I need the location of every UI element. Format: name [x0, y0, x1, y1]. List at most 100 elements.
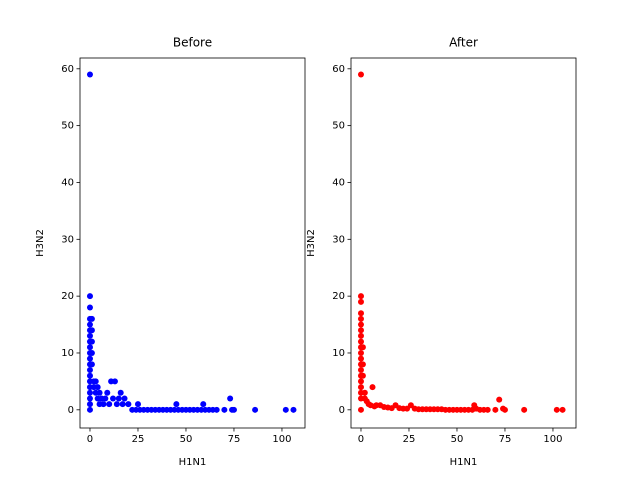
point: [86, 395, 93, 402]
point: [102, 395, 109, 402]
point: [484, 406, 491, 413]
point: [86, 332, 93, 339]
point: [357, 327, 364, 334]
point: [221, 406, 228, 413]
y-tick-label: 0: [339, 405, 345, 416]
point: [559, 406, 566, 413]
point: [134, 401, 141, 408]
x-tick-label: 100: [272, 434, 291, 445]
point: [357, 384, 364, 391]
x-tick-label: 0: [358, 434, 364, 445]
point: [110, 395, 117, 402]
point: [501, 406, 508, 413]
x-tick-label: 75: [499, 434, 512, 445]
x-tick-label: 100: [543, 434, 562, 445]
point: [404, 405, 411, 412]
point: [86, 406, 93, 413]
point: [290, 406, 297, 413]
x-tick-label: 50: [451, 434, 464, 445]
point: [357, 378, 364, 385]
point: [115, 395, 122, 402]
x-axis-label: H1N1: [179, 457, 207, 468]
point: [104, 389, 111, 396]
axes-frame: [79, 57, 306, 429]
point: [117, 389, 124, 396]
point: [121, 395, 128, 402]
point: [357, 71, 364, 78]
point: [86, 344, 93, 351]
point: [88, 315, 95, 322]
point: [357, 406, 364, 413]
point: [125, 401, 132, 408]
chart-title: After: [449, 36, 478, 50]
x-tick-label: 0: [87, 434, 93, 445]
point: [357, 332, 364, 339]
point: [173, 401, 180, 408]
y-tick-label: 60: [332, 64, 345, 75]
point: [492, 406, 499, 413]
point: [86, 401, 93, 408]
point: [357, 310, 364, 317]
y-tick-label: 30: [332, 234, 345, 245]
point: [357, 315, 364, 322]
y-axis-label: H3N2: [35, 229, 46, 257]
point: [357, 338, 364, 345]
point: [359, 344, 366, 351]
point: [359, 361, 366, 368]
point: [86, 355, 93, 362]
point: [86, 372, 93, 379]
point: [106, 401, 113, 408]
point: [100, 401, 107, 408]
point: [200, 401, 207, 408]
y-tick-label: 10: [332, 348, 345, 359]
point: [357, 355, 364, 362]
y-tick-label: 0: [68, 405, 74, 416]
point: [357, 321, 364, 328]
point: [86, 321, 93, 328]
y-tick-label: 50: [61, 121, 74, 132]
point: [86, 367, 93, 374]
point: [119, 401, 126, 408]
point: [359, 372, 366, 379]
point: [213, 406, 220, 413]
x-tick-label: 50: [180, 434, 193, 445]
x-tick-label: 25: [132, 434, 145, 445]
point: [357, 293, 364, 300]
x-axis-label: H1N1: [450, 457, 478, 468]
x-tick-label: 75: [228, 434, 241, 445]
point: [86, 389, 93, 396]
y-tick-label: 40: [61, 177, 74, 188]
point: [88, 361, 95, 368]
y-tick-label: 60: [61, 64, 74, 75]
y-tick-label: 30: [61, 234, 74, 245]
point: [86, 304, 93, 311]
point: [282, 406, 289, 413]
point: [88, 349, 95, 356]
point: [88, 338, 95, 345]
point: [94, 384, 101, 391]
x-tick-label: 25: [403, 434, 416, 445]
point: [96, 389, 103, 396]
point: [92, 378, 99, 385]
point: [521, 406, 528, 413]
y-tick-label: 50: [332, 121, 345, 132]
point: [361, 389, 368, 396]
point: [357, 367, 364, 374]
point: [369, 384, 376, 391]
y-tick-label: 40: [332, 177, 345, 188]
point: [113, 401, 120, 408]
point: [86, 71, 93, 78]
point: [227, 395, 234, 402]
point: [357, 298, 364, 305]
point: [88, 327, 95, 334]
point: [496, 396, 503, 403]
point: [111, 378, 118, 385]
point: [252, 406, 259, 413]
y-axis-label: H3N2: [306, 229, 317, 257]
point: [357, 349, 364, 356]
point: [86, 293, 93, 300]
point: [553, 406, 560, 413]
axes-frame: [350, 57, 577, 429]
